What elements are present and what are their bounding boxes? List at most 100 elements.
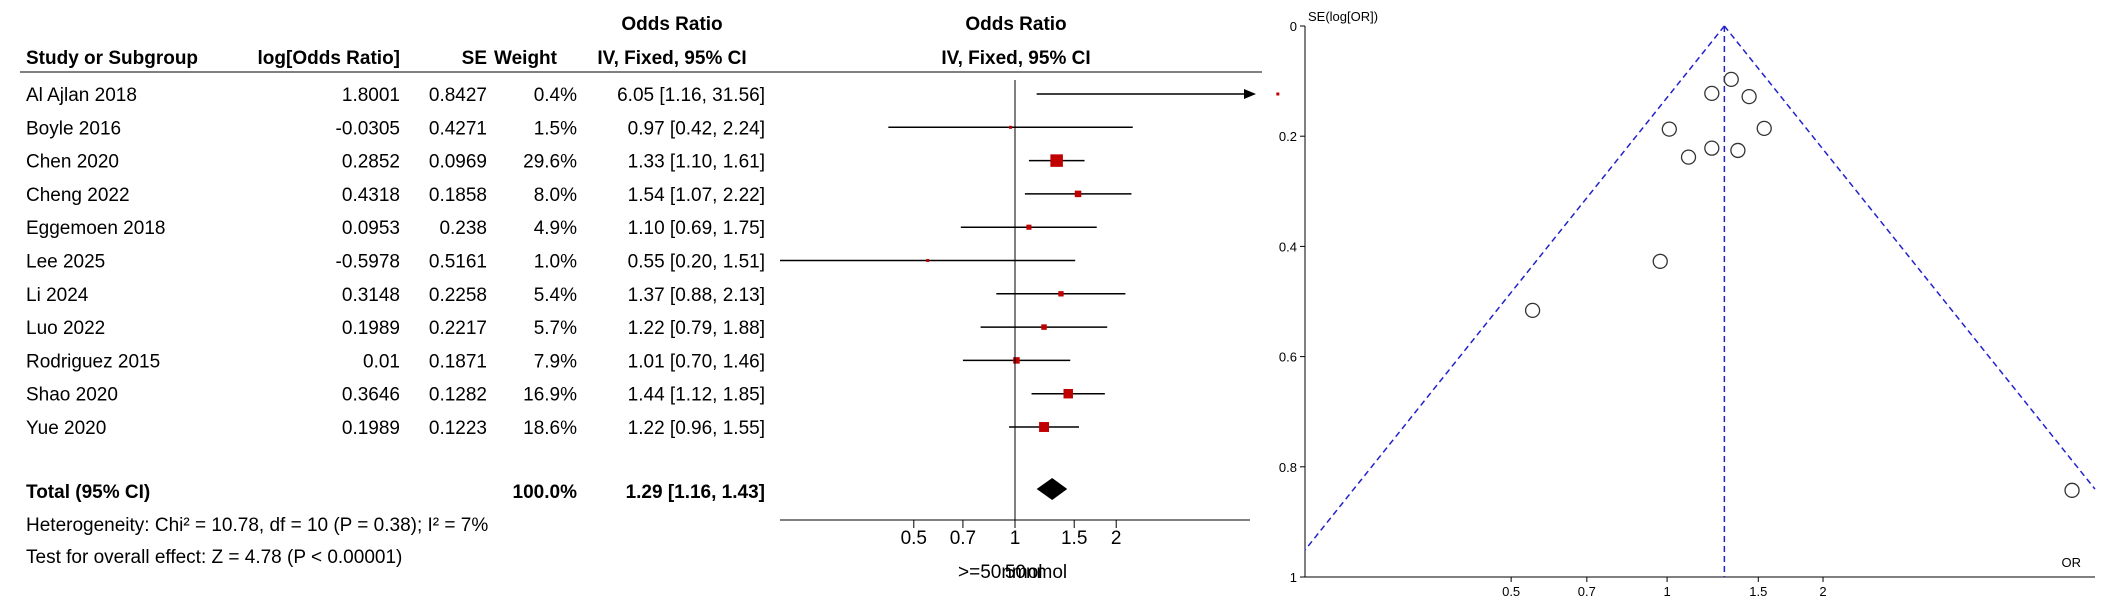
funnel-point [1661, 121, 1677, 137]
funnel-x-tick-label: 2 [1819, 584, 1826, 599]
funnel-x-tick-label: 0.5 [1502, 584, 1520, 599]
study-ci: 1.01 [0.70, 1.46] [628, 351, 765, 372]
funnel-plot: 0 0.2 0.4 0.6 0.8 1 0.5 0.7 1 1.5 2 [1279, 19, 2096, 599]
study-weight: 8.0% [534, 185, 577, 206]
forest-x-tick-label: 1 [1010, 528, 1021, 549]
study-ci: 1.33 [1.10, 1.61] [628, 152, 765, 173]
funnel-y-tick-label: 0 [1290, 19, 1297, 34]
funnel-xlabel: OR [2062, 555, 2082, 570]
header-plot-sub: IV, Fixed, 95% CI [941, 48, 1090, 69]
funnel-y-tick-label: 1 [1290, 570, 1297, 585]
study-ci: 0.97 [0.42, 2.24] [628, 118, 765, 139]
funnel-point [1524, 302, 1541, 319]
study-ci: 1.37 [0.88, 2.13] [628, 285, 765, 306]
study-logor: 0.0953 [342, 218, 400, 239]
header-or-sub: IV, Fixed, 95% CI [597, 48, 746, 69]
favours-right-label: 50nmol [1005, 562, 1067, 583]
funnel-point [1704, 140, 1720, 156]
funnel-point [1756, 120, 1772, 137]
header-weight: Weight [494, 48, 558, 69]
study-name: Yue 2020 [26, 418, 106, 439]
funnel-point [1704, 85, 1720, 102]
ci-arrow-right [1244, 89, 1256, 99]
study-name: Li 2024 [26, 285, 89, 306]
header-se: SE [462, 48, 487, 69]
study-ci: 0.55 [0.20, 1.51] [628, 252, 765, 273]
study-weight: 0.4% [534, 85, 577, 106]
study-se: 0.8427 [429, 85, 487, 106]
study-name: Lee 2025 [26, 252, 105, 273]
study-name: Cheng 2022 [26, 185, 130, 206]
study-name: Boyle 2016 [26, 118, 121, 139]
study-se: 0.238 [439, 218, 487, 239]
funnel-left-line [1304, 25, 1725, 551]
study-se: 0.0969 [429, 152, 487, 173]
funnel-point [2064, 482, 2080, 498]
study-logor: 0.1989 [342, 418, 400, 439]
study-marker [1009, 125, 1013, 129]
funnel-point [1730, 142, 1746, 159]
forest-x-tick-label: 0.5 [901, 528, 927, 549]
funnel-x-tick-label: 0.7 [1578, 584, 1596, 599]
header-logor: log[Odds Ratio] [258, 48, 400, 69]
study-logor: 0.4318 [342, 185, 400, 206]
study-logor: 0.1989 [342, 318, 400, 339]
forest-rows: Al Ajlan 2018 1.8001 0.8427 0.4% 6.05 [1.16,… [26, 85, 765, 439]
study-marker [1063, 388, 1073, 399]
funnel-point [1741, 88, 1757, 105]
study-weight: 4.9% [534, 218, 577, 239]
funnel-y-tick-label: 0.4 [1279, 239, 1297, 254]
study-name: Shao 2020 [26, 385, 118, 406]
funnel-point [1652, 253, 1668, 269]
study-weight: 7.9% [534, 351, 577, 372]
study-logor: 0.3646 [342, 385, 400, 406]
funnel-x-tick-label: 1.5 [1749, 584, 1767, 599]
forest-x-tick-label: 0.7 [950, 528, 976, 549]
study-marker [1041, 324, 1047, 330]
total-weight: 100.0% [513, 482, 578, 503]
study-weight: 5.4% [534, 285, 577, 306]
study-name: Eggemoen 2018 [26, 218, 165, 239]
header-or-title: Odds Ratio [621, 14, 722, 35]
study-marker [1026, 224, 1032, 230]
study-se: 0.1223 [429, 418, 487, 439]
study-marker [1039, 422, 1049, 432]
total-label: Total (95% CI) [26, 482, 150, 503]
study-marker [1058, 291, 1064, 297]
forest-x-tick-label: 1.5 [1061, 528, 1087, 549]
study-marker [926, 259, 930, 262]
header-study: Study or Subgroup [26, 48, 198, 69]
study-se: 0.2258 [429, 285, 487, 306]
study-logor: 0.2852 [342, 152, 400, 173]
study-name: Chen 2020 [26, 152, 119, 173]
study-marker [1276, 92, 1280, 96]
study-se: 0.4271 [429, 118, 487, 139]
study-weight: 16.9% [523, 385, 577, 406]
study-ci: 1.22 [0.79, 1.88] [628, 318, 765, 339]
study-se: 0.1282 [429, 385, 487, 406]
study-name: Rodriguez 2015 [26, 351, 160, 372]
study-se: 0.5161 [429, 252, 487, 273]
study-weight: 1.0% [534, 252, 577, 273]
study-weight: 5.7% [534, 318, 577, 339]
study-ci: 1.54 [1.07, 2.22] [628, 185, 765, 206]
study-ci: 6.05 [1.16, 31.56] [617, 85, 765, 106]
study-marker [1013, 357, 1020, 364]
funnel-right-line [1723, 25, 2096, 490]
study-marker [1050, 154, 1063, 167]
funnel-x-tick-label: 1 [1663, 584, 1670, 599]
forest-x-tick-label: 2 [1111, 528, 1122, 549]
study-marker [1074, 190, 1082, 198]
favours-left-label: >=50nmol [958, 562, 1043, 583]
overall-effect-text: Test for overall effect: Z = 4.78 (P < 0… [26, 547, 402, 568]
funnel-y-tick-label: 0.8 [1279, 460, 1297, 475]
funnel-y-tick-label: 0.2 [1279, 129, 1297, 144]
heterogeneity-text: Heterogeneity: Chi² = 10.78, df = 10 (P … [26, 515, 488, 536]
forest-plot: 0.5 0.7 1 1.5 2 [780, 80, 1280, 549]
total-ci: 1.29 [1.16, 1.43] [626, 482, 765, 503]
study-logor: 0.01 [363, 351, 400, 372]
study-name: Al Ajlan 2018 [26, 85, 137, 106]
study-weight: 29.6% [523, 152, 577, 173]
study-ci: 1.22 [0.96, 1.55] [628, 418, 765, 439]
